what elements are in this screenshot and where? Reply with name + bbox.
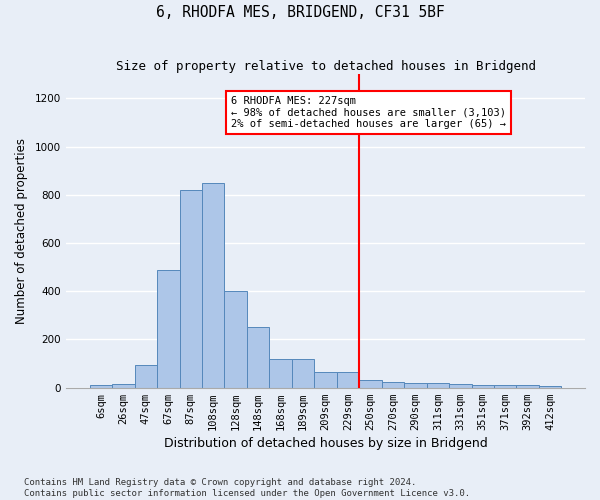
Bar [427, 384, 449, 388]
Text: Contains HM Land Registry data © Crown copyright and database right 2024.
Contai: Contains HM Land Registry data © Crown c… [24, 478, 470, 498]
Bar [314, 372, 337, 388]
Bar [112, 384, 134, 388]
Y-axis label: Number of detached properties: Number of detached properties [15, 138, 28, 324]
Bar [449, 384, 472, 388]
Bar [382, 382, 404, 388]
Bar [404, 384, 427, 388]
Bar [134, 365, 157, 388]
Bar [247, 328, 269, 388]
Bar [157, 270, 179, 388]
Bar [337, 372, 359, 388]
Bar [292, 359, 314, 388]
Bar [224, 290, 247, 388]
Text: 6 RHODFA MES: 227sqm
← 98% of detached houses are smaller (3,103)
2% of semi-det: 6 RHODFA MES: 227sqm ← 98% of detached h… [231, 96, 506, 129]
Bar [517, 385, 539, 388]
Bar [179, 190, 202, 388]
Bar [359, 380, 382, 388]
Text: 6, RHODFA MES, BRIDGEND, CF31 5BF: 6, RHODFA MES, BRIDGEND, CF31 5BF [155, 5, 445, 20]
X-axis label: Distribution of detached houses by size in Bridgend: Distribution of detached houses by size … [164, 437, 487, 450]
Bar [494, 386, 517, 388]
Bar [472, 386, 494, 388]
Bar [269, 359, 292, 388]
Bar [202, 183, 224, 388]
Title: Size of property relative to detached houses in Bridgend: Size of property relative to detached ho… [116, 60, 536, 73]
Bar [89, 386, 112, 388]
Bar [539, 386, 562, 388]
